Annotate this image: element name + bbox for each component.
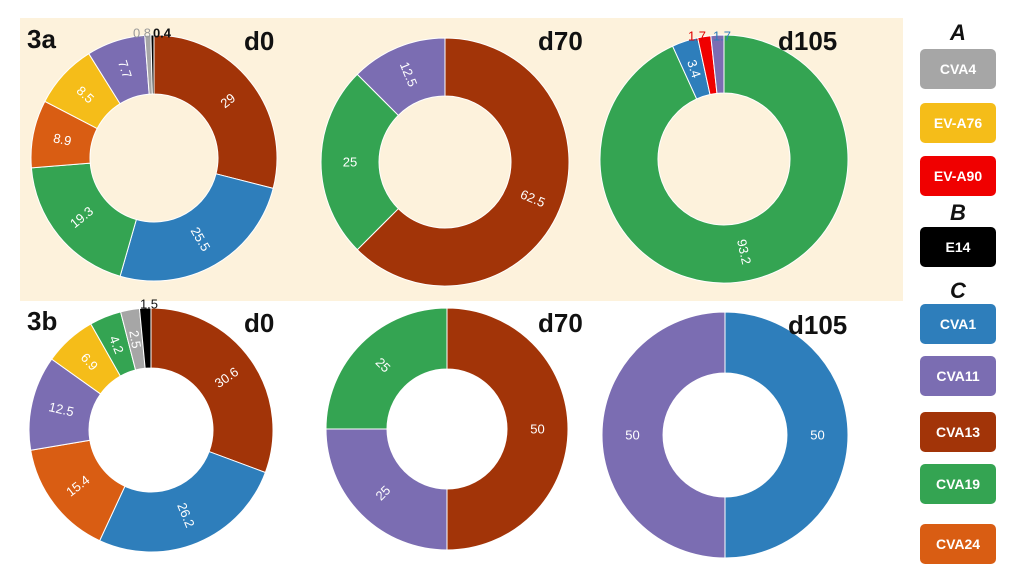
slice-value-label: 8.9	[52, 130, 73, 148]
panel-label-3a: 3a	[27, 24, 56, 54]
donut-slice-3a-d0-cva19	[30, 162, 137, 277]
donut-slice-3b-d0-cva1	[98, 450, 267, 553]
slice-value-label: 1.7	[713, 29, 731, 44]
slice-value-label: 93.2	[734, 238, 754, 266]
donut-slice-3b-d0-cva13	[150, 307, 274, 474]
slice-value-label: 50	[625, 428, 639, 443]
legend-heading-b: B	[950, 200, 966, 225]
slice-value-label: 7.7	[115, 58, 135, 80]
donut-slice-3b-d0-e14	[138, 307, 152, 369]
slice-value-label: 4.2	[106, 334, 127, 356]
legend-heading-a: A	[950, 20, 966, 45]
legend-item-cva11: CVA11	[920, 356, 996, 396]
chart-title-3a-d0: d0	[244, 26, 275, 56]
donut-slice-3a-d105-cva19	[599, 34, 849, 284]
donut-slice-3b-d105-cva1	[724, 311, 849, 559]
slice-value-label: 25	[343, 155, 357, 170]
donut-slice-3a-d0-e14	[150, 34, 155, 95]
legend-item-ev-a76: EV-A76	[920, 103, 996, 143]
legend-item-cva13: CVA13	[920, 412, 996, 452]
donut-slice-3b-d70-cva11	[325, 428, 448, 551]
legend-item-cva4: CVA4	[920, 49, 996, 89]
donut-slice-3a-d70-cva13	[356, 37, 570, 287]
legend-item-cva24: CVA24	[920, 524, 996, 564]
donut-slice-3a-d70-cva11	[356, 37, 446, 117]
donut-slice-3b-d105-cva11	[601, 311, 726, 559]
slice-value-label: 12.5	[47, 399, 75, 419]
slice-value-label: 50	[530, 422, 544, 437]
legend-item-cva19: CVA19	[920, 464, 996, 504]
slice-value-label: 1.5	[140, 297, 158, 312]
donut-slice-3b-d70-cva13	[446, 307, 569, 551]
donut-slice-3a-d105-cva11	[710, 34, 725, 94]
slice-value-label: 1.7	[688, 29, 706, 44]
donut-slice-3a-d0-cva1	[119, 173, 274, 282]
donut-slice-3b-d70-cva19	[325, 307, 448, 430]
chart-title-3a-d70: d70	[538, 26, 583, 56]
donut-slice-3a-d0-cva13	[153, 34, 278, 189]
legend-item-cva1: CVA1	[920, 304, 996, 344]
slice-value-label: 0.4	[153, 26, 172, 41]
legend-item-ev-a90: EV-A90	[920, 156, 996, 196]
chart-title-3b-d0: d0	[244, 308, 275, 338]
slice-value-label: 0.8	[133, 26, 151, 41]
slice-value-label: 50	[810, 428, 824, 443]
chart-title-3b-d70: d70	[538, 308, 583, 338]
legend-heading-c: C	[950, 278, 966, 303]
panel-label-3b: 3b	[27, 306, 58, 336]
slice-value-label: 2.5	[126, 329, 144, 349]
legend-item-e14: E14	[920, 227, 996, 267]
chart-title-3b-d105: d105	[788, 310, 848, 340]
chart-title-3a-d105: d105	[778, 26, 838, 56]
donut-slice-3a-d70-cva19	[320, 73, 400, 251]
slice-value-label: 3.4	[684, 58, 704, 80]
